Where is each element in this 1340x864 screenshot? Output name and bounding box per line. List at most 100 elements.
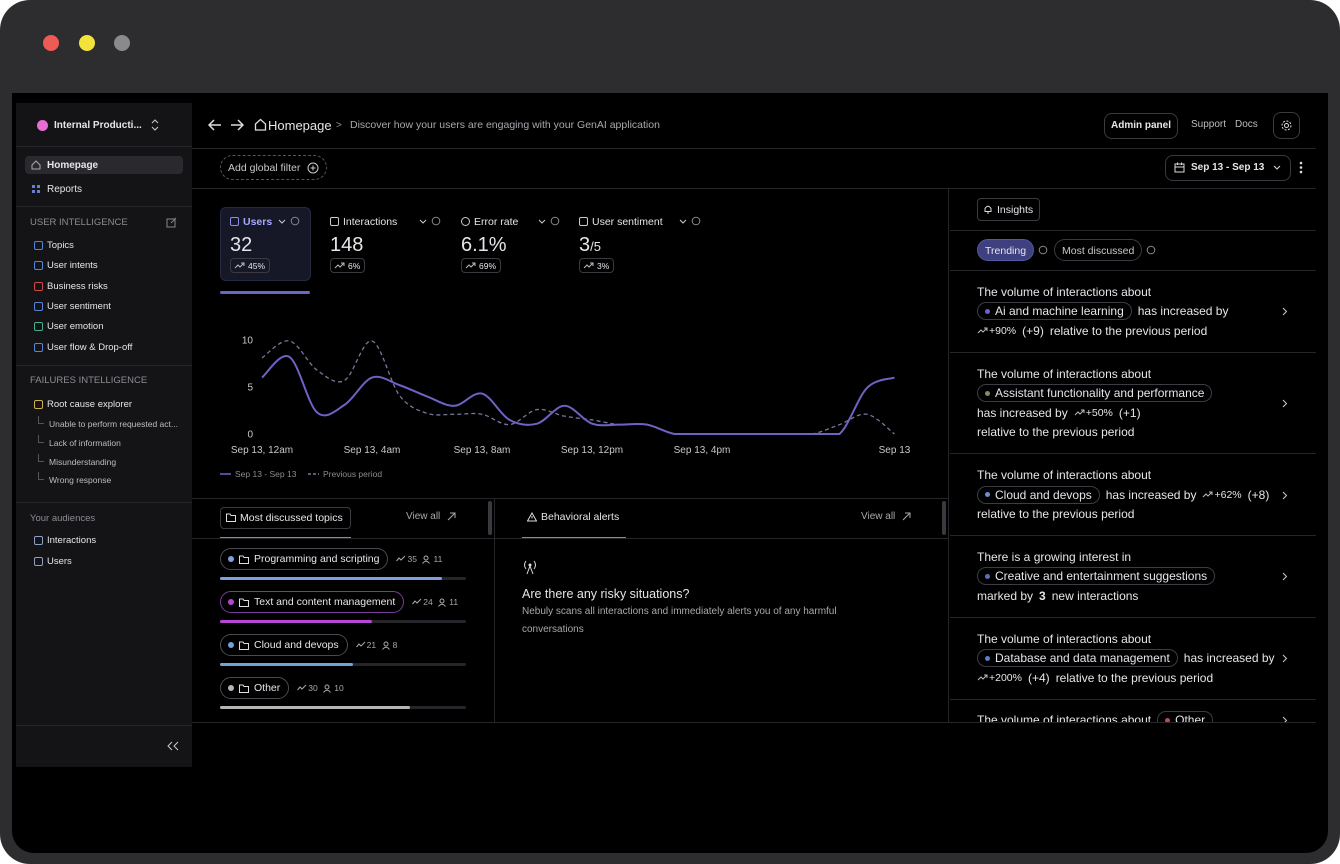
zoom-button[interactable] — [114, 35, 130, 51]
insight-trend: +50% — [1074, 407, 1113, 419]
selected-metric-bg — [220, 207, 311, 281]
trend-value: +50% — [1085, 406, 1113, 419]
sub-connector — [38, 435, 44, 443]
insight-count: 3 — [1039, 588, 1046, 603]
legend-label: Previous period — [323, 469, 382, 479]
topic-dot — [985, 308, 990, 314]
alerts-heading: Are there any risky situations? — [522, 587, 690, 601]
insight-filter[interactable]: Trending — [977, 239, 1035, 261]
workspace-name[interactable]: Internal Producti... — [54, 120, 142, 131]
header-link[interactable]: Support — [1191, 119, 1227, 130]
metric-label[interactable]: Interactions — [343, 216, 398, 228]
insight-text: The volume of interactions about — [977, 713, 1152, 722]
scrollbar — [488, 501, 492, 535]
nav-subitem[interactable]: Misunderstanding — [49, 457, 117, 467]
section-title: FAILURES INTELLIGENCE — [30, 375, 148, 386]
metric-label[interactable]: User sentiment — [592, 216, 663, 228]
view-all[interactable]: View all — [861, 511, 896, 522]
alerts-tab[interactable]: Behavioral alerts — [541, 511, 620, 523]
insight-line: +200% (+4) relative to the previous period — [977, 668, 1316, 688]
scrollbar — [942, 501, 946, 535]
folder-icon — [226, 513, 236, 522]
settings-button[interactable] — [1273, 112, 1300, 139]
topic-name: Other — [1175, 713, 1206, 722]
insight-text: has increased by — [977, 405, 1068, 420]
close-button[interactable] — [43, 35, 59, 51]
chevron — [419, 219, 426, 224]
nav-subitem[interactable]: Wrong response — [49, 475, 112, 485]
insight-text: marked by — [977, 588, 1034, 603]
global-filter[interactable]: Add global filter — [220, 155, 327, 180]
nav-item[interactable]: Business risks — [47, 281, 108, 292]
insight-line: marked by 3 new interactions — [977, 586, 1316, 606]
metric-value: 32 — [230, 234, 253, 256]
item-icon — [34, 536, 43, 545]
divider — [16, 146, 192, 147]
help-icon — [1147, 245, 1156, 255]
topic-chip: Database and data management — [977, 649, 1178, 668]
insights-tab[interactable]: Insights — [977, 198, 1040, 221]
insight-line: There is a growing interest in — [977, 547, 1316, 567]
date-picker[interactable] — [1165, 155, 1291, 181]
topic-bar — [220, 706, 411, 709]
insight-text: The volume of interactions about — [977, 631, 1152, 646]
topics-tab[interactable]: Most discussed topics — [220, 507, 351, 529]
topic-chip[interactable]: Cloud and devops — [220, 634, 348, 656]
nav-item[interactable]: Reports — [47, 184, 83, 195]
insight-card[interactable]: The volume of interactions about Assistan… — [950, 353, 1316, 455]
insights-list: The volume of interactions about Ai and m… — [950, 271, 1316, 722]
insight-line: The volume of interactions about — [977, 629, 1316, 649]
insight-line: Assistant functionality and performance — [977, 383, 1316, 403]
topic-name: Ai and machine learning — [995, 304, 1124, 319]
insight-line: Creative and entertainment suggestions — [977, 567, 1316, 587]
nav-item[interactable]: User sentiment — [47, 301, 111, 312]
insight-card[interactable]: The volume of interactions about Cloud an… — [950, 454, 1316, 536]
nav-item[interactable]: User flow & Drop-off — [47, 342, 133, 353]
forward-button — [231, 119, 244, 131]
nav-item[interactable]: User emotion — [47, 321, 104, 332]
trend-icon — [355, 641, 366, 648]
workspace-dot — [37, 120, 48, 131]
chevron — [1282, 308, 1288, 316]
insight-line: relative to the previous period — [977, 504, 1316, 524]
topic-name: Creative and entertainment suggestions — [995, 569, 1208, 584]
divider — [192, 188, 1316, 189]
nav-item[interactable]: Root cause explorer — [47, 399, 133, 410]
section-title: USER INTELLIGENCE — [30, 217, 128, 228]
metric-change: 69% — [461, 258, 502, 273]
nav-subitem[interactable]: Lack of information — [49, 438, 121, 448]
nav-item[interactable]: Interactions — [47, 535, 97, 546]
topic-dot — [1165, 717, 1171, 722]
insight-card[interactable]: The volume of interactions about Database… — [950, 618, 1316, 700]
topic-interactions: 21 — [366, 640, 377, 650]
header-link[interactable]: Docs — [1235, 119, 1258, 130]
topic-chip[interactable]: Other — [220, 677, 290, 699]
nav-item[interactable]: Users — [47, 556, 72, 567]
topic-chip[interactable]: Programming and scripting — [220, 548, 389, 570]
topic-bar — [220, 577, 442, 580]
metric-value: 3/5 — [579, 234, 601, 256]
admin-button[interactable]: Admin panel — [1104, 113, 1178, 139]
nav-subitem[interactable]: Unable to perform requested act... — [49, 419, 178, 429]
divider — [16, 502, 192, 503]
nav-item[interactable]: Homepage — [47, 160, 99, 171]
insight-card[interactable]: There is a growing interest in Creative a… — [950, 536, 1316, 618]
divider — [16, 725, 192, 726]
insight-line: relative to the previous period — [977, 423, 1316, 443]
view-all[interactable]: View all — [406, 511, 441, 522]
insight-filter[interactable]: Most discussed — [1054, 239, 1143, 261]
nav-item[interactable]: User intents — [47, 260, 98, 271]
metric-label[interactable]: Error rate — [474, 216, 519, 228]
insight-card[interactable]: The volume of interactions about Ai and m… — [950, 271, 1316, 353]
trend-icon — [412, 598, 422, 605]
topic-chip[interactable]: Text and content management — [220, 591, 405, 613]
metric-label[interactable]: Users — [243, 216, 273, 228]
nav-item[interactable]: Topics — [47, 240, 74, 251]
topic-dot — [228, 556, 234, 562]
insight-card[interactable]: The volume of interactions about Other — [950, 700, 1316, 722]
divider — [192, 498, 948, 499]
line-chart: 0 5 10 Sep 13, 12am Sep 13, 4am Sep 13, 8am Se… — [220, 336, 911, 479]
minimize-button[interactable] — [79, 35, 95, 51]
topic-name: Cloud and devops — [254, 638, 339, 651]
gear-icon — [1281, 120, 1292, 131]
